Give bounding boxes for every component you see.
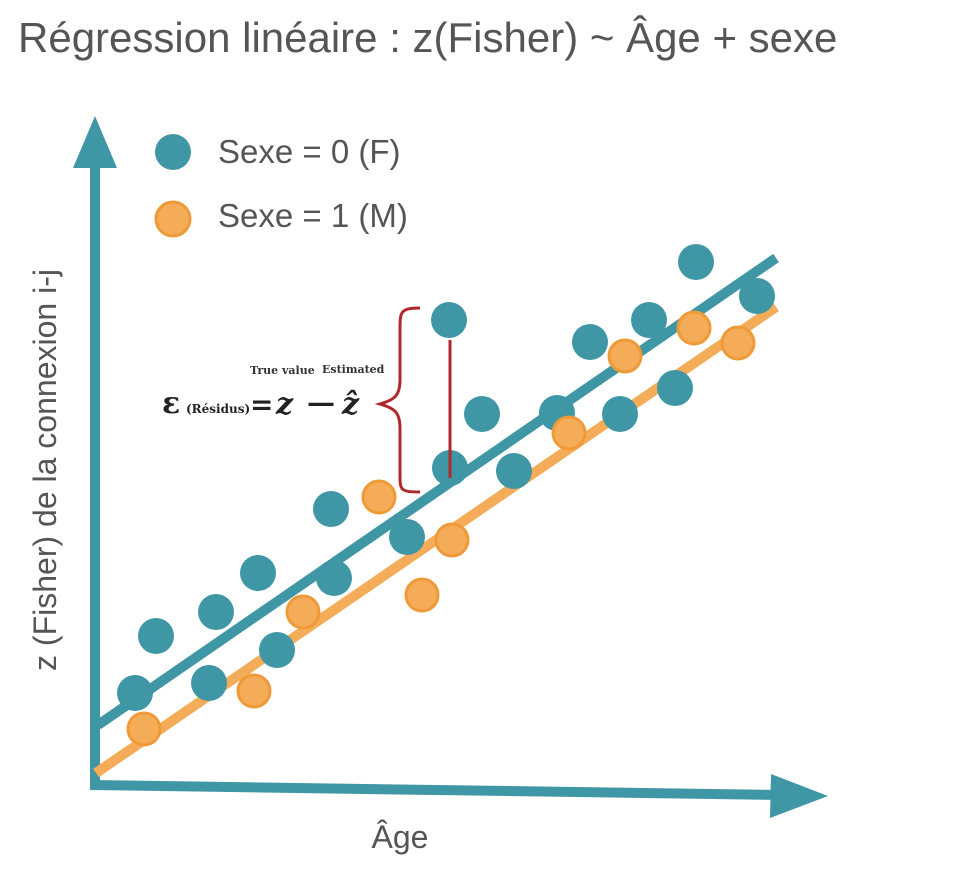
point-male-2 <box>236 673 272 709</box>
y-axis-arrow-icon <box>73 116 117 168</box>
point-female-7 <box>313 491 349 527</box>
point-female-1 <box>117 675 153 711</box>
point-female-4 <box>198 594 234 630</box>
residual-brace-icon <box>374 306 421 494</box>
point-female-17 <box>631 302 667 338</box>
point-female-16 <box>602 396 638 432</box>
equals-sign: = <box>250 388 273 421</box>
x-axis-arrow-icon <box>770 774 828 818</box>
z-hat-symbol: ẑ <box>341 387 360 422</box>
point-male-5 <box>404 577 440 613</box>
residus-label: (Résidus) <box>186 402 250 416</box>
fit-line-female <box>95 253 779 730</box>
page-title: Régression linéaire : z(Fisher) ~ Âge + … <box>18 14 838 61</box>
legend-female-label: Sexe = 0 (F) <box>218 133 400 170</box>
legend-female-marker <box>155 134 191 170</box>
legend-male-label: Sexe = 1 (M) <box>218 197 408 234</box>
point-female-12 <box>464 396 500 432</box>
point-female-10 <box>431 302 467 338</box>
z-symbol: z <box>275 387 294 422</box>
true-value-label: True value <box>250 364 315 377</box>
point-female-3 <box>191 665 227 701</box>
point-male-1 <box>126 711 162 747</box>
point-female-9 <box>389 519 425 555</box>
point-female-15 <box>572 324 608 360</box>
x-axis <box>89 780 783 800</box>
y-axis-label: z (Fisher) de la connexion i-j <box>27 269 63 671</box>
point-male-8 <box>607 338 643 374</box>
point-female-8 <box>316 560 352 596</box>
point-female-18 <box>657 370 693 406</box>
point-female-2 <box>138 618 174 654</box>
point-female-5 <box>240 555 276 591</box>
point-male-7 <box>551 415 587 451</box>
data-points <box>117 244 775 747</box>
estimated-label: Estimated <box>322 363 385 376</box>
point-female-19 <box>678 244 714 280</box>
point-male-4 <box>361 479 397 515</box>
point-male-6 <box>434 522 470 558</box>
point-female-13 <box>496 453 532 489</box>
epsilon-symbol: ε <box>162 386 180 421</box>
point-male-9 <box>676 310 712 346</box>
point-female-6 <box>259 632 295 668</box>
point-male-3 <box>285 594 321 630</box>
minus-sign: — <box>307 386 335 419</box>
x-axis-label: Âge <box>372 819 429 855</box>
legend-male-marker <box>154 200 192 238</box>
point-male-10 <box>720 325 756 361</box>
point-female-20 <box>739 278 775 314</box>
